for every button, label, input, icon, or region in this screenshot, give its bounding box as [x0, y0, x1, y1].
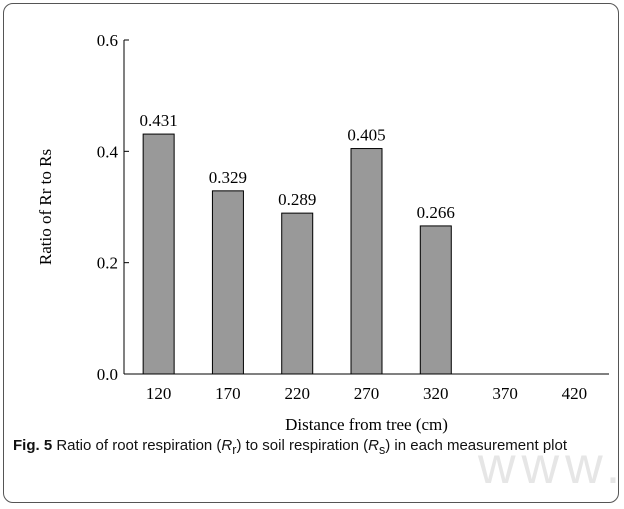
x-tick-label: 320	[423, 384, 449, 403]
caption-label: Fig. 5	[13, 437, 53, 454]
y-tick-label: 0.6	[97, 31, 118, 50]
y-tick-label: 0.0	[97, 365, 118, 384]
x-tick-label: 370	[492, 384, 518, 403]
caption-text-mid: ) to soil respiration (	[236, 437, 369, 454]
caption-rr-subscript: r	[232, 443, 237, 457]
y-tick-label: 0.2	[97, 254, 118, 273]
caption-text-before: Ratio of root respiration (	[52, 437, 222, 454]
bar-value-label: 0.405	[347, 126, 385, 145]
x-tick-label: 270	[354, 384, 380, 403]
bar	[281, 212, 314, 375]
watermark: www.k	[478, 437, 618, 495]
bar-chart: 0.0 0.2 0.4 0.6 0.431 120 0.329 170 0.289 220 0.40…	[36, 31, 609, 434]
bar-value-label: 0.431	[140, 111, 178, 130]
y-axis-title: Ratio of Rr to Rs	[36, 149, 55, 265]
x-tick-label: 420	[562, 384, 588, 403]
bar-value-label: 0.289	[278, 190, 316, 209]
bar	[211, 190, 244, 375]
bar	[142, 133, 175, 375]
caption-rr-symbol: R	[221, 437, 233, 454]
bar	[350, 148, 383, 375]
x-tick-label: 170	[215, 384, 241, 403]
figure-panel: 0.0 0.2 0.4 0.6 0.431 120 0.329 170 0.289 220 0.40…	[3, 3, 619, 503]
bar-value-label: 0.266	[417, 203, 455, 222]
caption-rs-subscript: s	[379, 443, 386, 457]
x-axis-title: Distance from tree (cm)	[285, 415, 448, 434]
y-tick-label: 0.4	[97, 142, 119, 161]
bar	[419, 225, 452, 375]
caption-rs-symbol: R	[368, 437, 379, 454]
x-tick-label: 220	[284, 384, 310, 403]
caption-text-after: ) in each measurement plot	[385, 437, 568, 454]
bar-value-label: 0.329	[209, 168, 247, 187]
x-tick-label: 120	[146, 384, 172, 403]
figure-caption: Fig. 5 Ratio of root respiration (Rr) to…	[13, 436, 573, 460]
